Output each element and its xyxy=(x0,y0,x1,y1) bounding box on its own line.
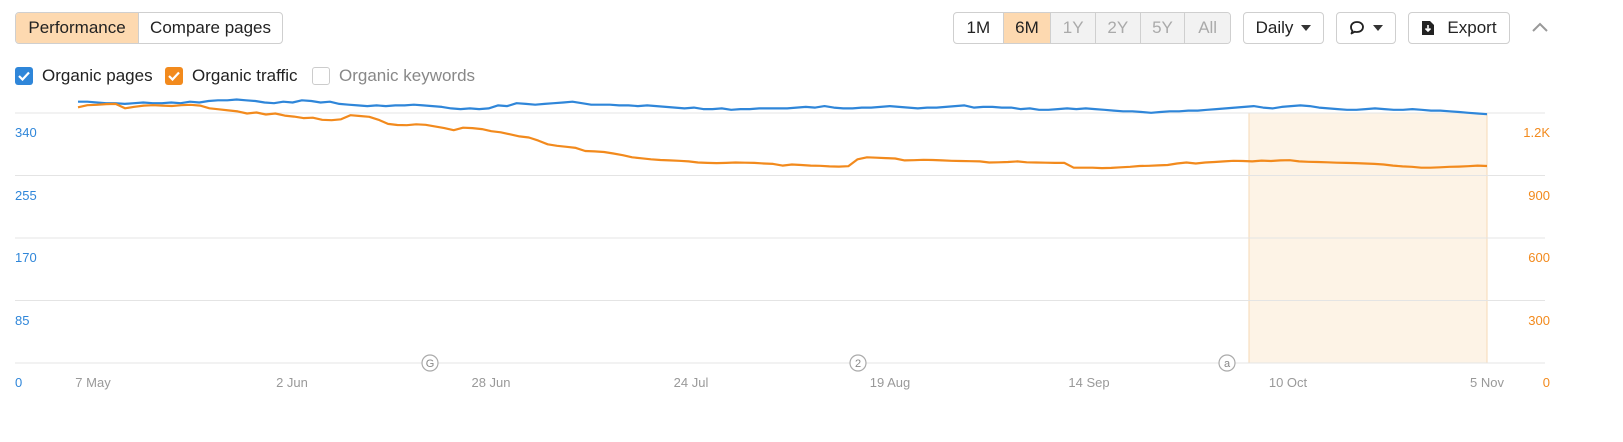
left-axis-tick-label: 85 xyxy=(15,312,30,328)
legend-item-organic-traffic[interactable]: Organic traffic xyxy=(165,66,298,86)
legend-label: Organic pages xyxy=(42,66,153,85)
series-line-organic-pages xyxy=(78,98,1488,116)
range-5y: 5Y xyxy=(1139,13,1185,43)
left-axis-tick-label: 340 xyxy=(15,125,37,140)
highlight-region xyxy=(1249,113,1487,363)
x-axis-tick-label: 5 Nov xyxy=(1470,375,1504,390)
tab-performance[interactable]: Performance xyxy=(16,13,139,43)
x-axis-tick-label: 19 Aug xyxy=(869,375,911,390)
collapse-chevron-icon[interactable] xyxy=(1530,18,1550,38)
right-axis-tick-label: 300 xyxy=(1528,312,1550,328)
unchecked-checkbox-icon[interactable] xyxy=(312,67,330,85)
range-selector: 1M 6M 1Y 2Y 5Y All xyxy=(953,12,1231,44)
checked-checkbox-icon[interactable] xyxy=(15,67,33,85)
annotation-marker-icon[interactable]: a xyxy=(1218,354,1236,372)
right-axis-tick-label: 600 xyxy=(1528,250,1550,265)
legend-label: Organic traffic xyxy=(192,66,298,85)
legend-label: Organic keywords xyxy=(339,66,476,85)
comments-dropdown[interactable] xyxy=(1336,12,1396,44)
range-all: All xyxy=(1184,13,1230,43)
range-1y: 1Y xyxy=(1050,13,1095,43)
range-1m[interactable]: 1M xyxy=(966,18,991,37)
granularity-dropdown[interactable]: Daily xyxy=(1243,12,1324,44)
export-label: Export xyxy=(1447,18,1497,37)
x-axis-tick-label: 10 Oct xyxy=(1268,375,1308,390)
x-axis-tick-label: 28 Jun xyxy=(471,375,511,390)
chevron-down-icon xyxy=(1373,25,1383,31)
left-axis-tick-label: 0 xyxy=(15,375,23,390)
right-axis-tick-label: 1.2K xyxy=(1523,125,1550,140)
checked-checkbox-icon[interactable] xyxy=(165,67,183,85)
export-button[interactable]: Export xyxy=(1408,12,1510,44)
annotation-marker-icon[interactable]: G xyxy=(421,354,439,372)
annotation-marker-icon[interactable]: 2 xyxy=(849,354,867,372)
chevron-down-icon xyxy=(1301,25,1312,31)
right-axis-tick-label: 900 xyxy=(1528,187,1550,203)
annotation-label: 2 xyxy=(855,358,861,370)
range-6m[interactable]: 6M xyxy=(1002,13,1051,43)
x-axis-tick-label: 7 May xyxy=(75,375,111,390)
export-icon xyxy=(1422,21,1435,35)
tab-compare-pages[interactable]: Compare pages xyxy=(138,13,282,43)
x-axis-tick-label: 2 Jun xyxy=(276,375,308,390)
comment-icon xyxy=(1350,21,1364,35)
range-2y: 2Y xyxy=(1094,13,1140,43)
left-axis-tick-label: 170 xyxy=(15,250,37,265)
granularity-label: Daily xyxy=(1255,18,1294,37)
annotation-label: a xyxy=(1224,358,1231,370)
right-axis-tick-label: 0 xyxy=(1542,375,1550,390)
x-axis-tick-label: 14 Sep xyxy=(1068,375,1110,390)
legend-item-organic-keywords[interactable]: Organic keywords xyxy=(312,66,475,86)
legend-item-organic-pages[interactable]: Organic pages xyxy=(15,66,153,86)
view-tabs: Performance Compare pages xyxy=(15,12,283,44)
x-axis-tick-label: 24 Jul xyxy=(673,375,709,390)
annotation-label: G xyxy=(426,358,435,370)
series-line-organic-traffic xyxy=(77,102,1488,170)
left-axis-tick-label: 255 xyxy=(15,187,37,203)
